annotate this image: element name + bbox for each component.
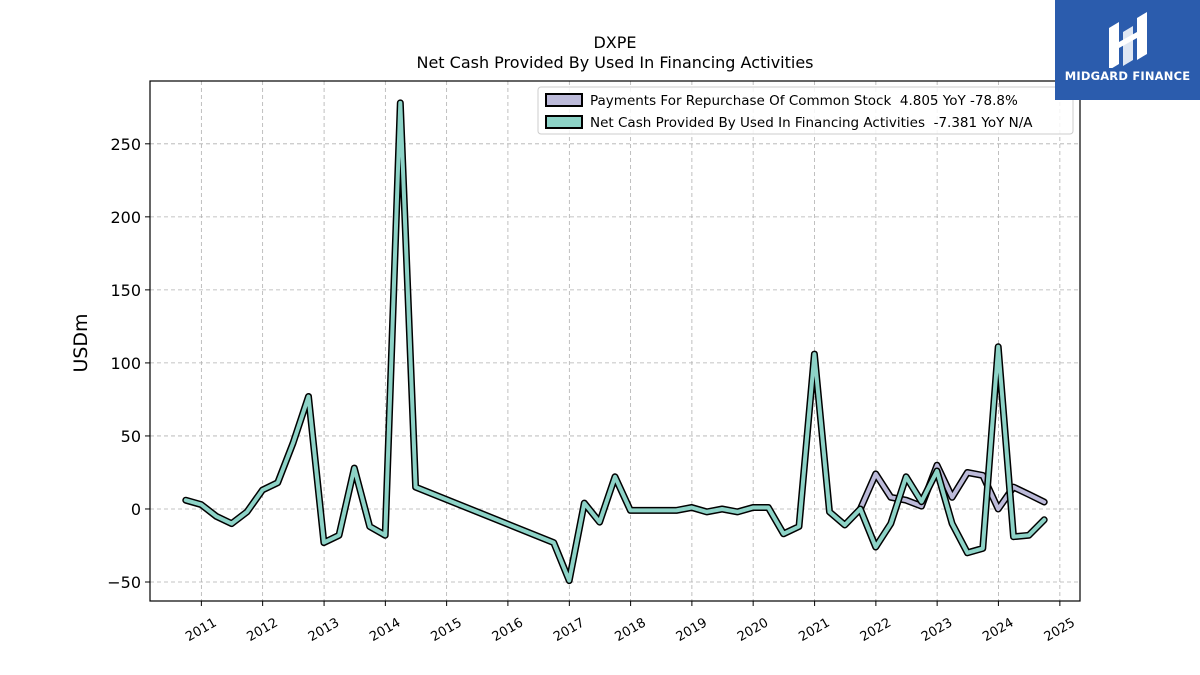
- brand-name: MIDGARD FINANCE: [1064, 69, 1191, 83]
- x-tick-label: 2013: [306, 615, 342, 645]
- y-tick-label: 150: [110, 281, 141, 300]
- series-layer: [182, 99, 1048, 585]
- x-tick-label: 2021: [796, 615, 832, 645]
- axis-ticks: −50 0 50 100 150 200 250 2011 2012 2013 2014 2015 20…: [107, 135, 1078, 645]
- x-tick-label: 2020: [735, 615, 771, 645]
- series-line-financing: [183, 100, 1047, 583]
- x-tick-label: 2017: [551, 615, 587, 645]
- legend-swatch-repurchase: [545, 93, 583, 107]
- brand-logo: MIDGARD FINANCE: [1055, 0, 1200, 100]
- series-line-repurchase: [858, 463, 1047, 511]
- x-tick-label: 2015: [428, 615, 464, 645]
- brand-logo-icon: [1109, 12, 1147, 68]
- x-tick-label: 2014: [367, 615, 403, 645]
- y-axis-label: USDm: [70, 313, 92, 372]
- legend: Payments For Repurchase Of Common Stock …: [537, 86, 1074, 135]
- chart-title: DXPE: [593, 33, 636, 52]
- legend-box: [537, 86, 1074, 135]
- x-tick-label: 2018: [612, 615, 648, 645]
- plot-area: [149, 80, 1081, 602]
- y-tick-label: 0: [131, 500, 141, 519]
- x-tick-label: 2022: [858, 615, 894, 645]
- y-tick-label: −50: [107, 573, 141, 592]
- y-tick-label: 100: [110, 354, 141, 373]
- x-tick-label: 2012: [244, 615, 280, 645]
- grid: [150, 81, 1080, 601]
- legend-label-financing: Net Cash Provided By Used In Financing A…: [590, 115, 1033, 131]
- y-tick-label: 50: [121, 427, 141, 446]
- y-tick-label: 200: [110, 208, 141, 227]
- chart-subtitle: Net Cash Provided By Used In Financing A…: [416, 53, 813, 72]
- x-tick-label: 2024: [980, 615, 1016, 645]
- y-tick-label: 250: [110, 135, 141, 154]
- legend-swatch-financing: [545, 115, 583, 129]
- x-tick-label: 2019: [674, 615, 710, 645]
- x-tick-label: 2025: [1042, 615, 1078, 645]
- legend-label-repurchase: Payments For Repurchase Of Common Stock …: [590, 93, 1018, 109]
- x-tick-label: 2016: [490, 615, 526, 645]
- x-tick-label: 2011: [183, 615, 219, 645]
- x-tick-label: 2023: [919, 615, 955, 645]
